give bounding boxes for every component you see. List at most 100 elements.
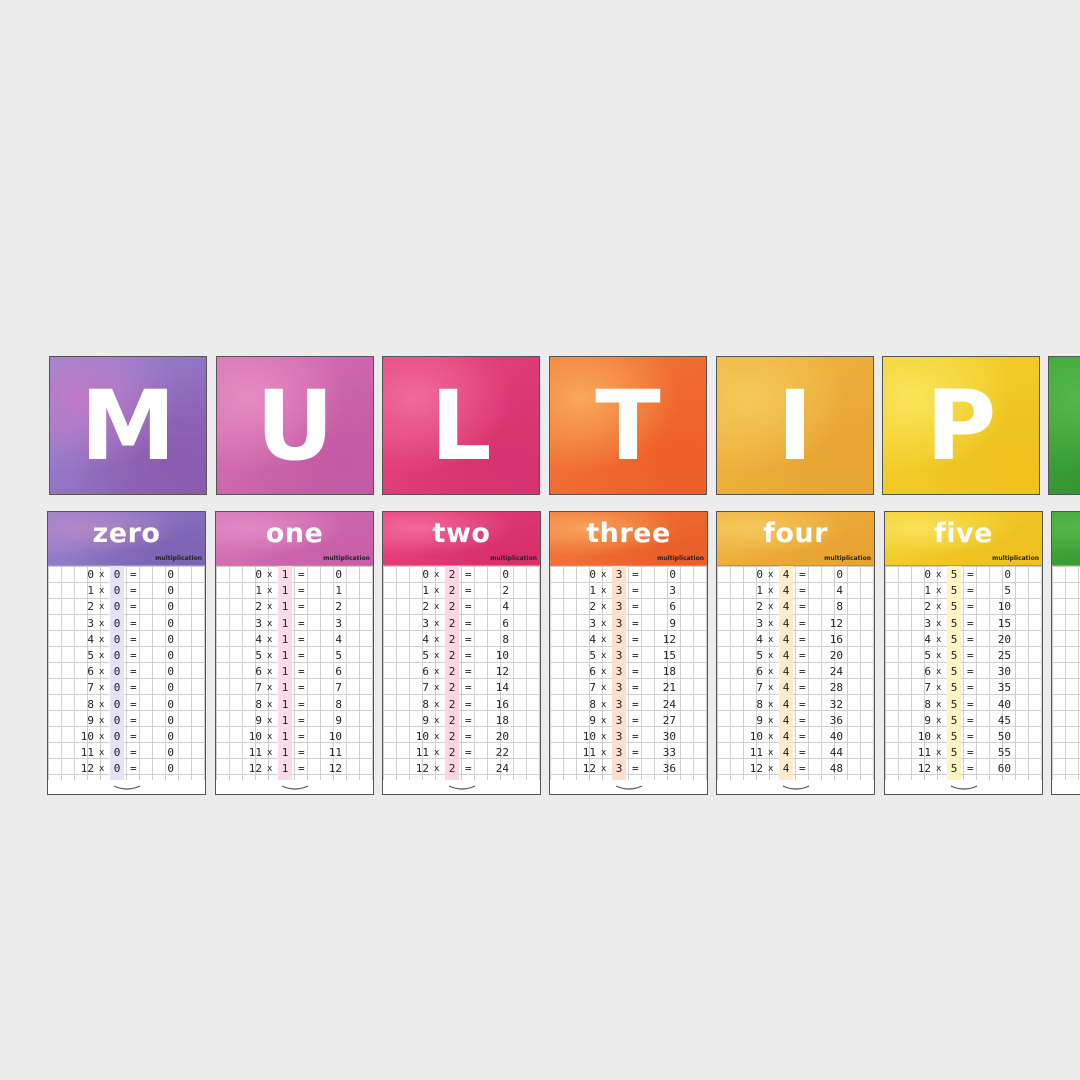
equals-sign: =	[298, 632, 305, 646]
times-sign: x	[99, 699, 105, 710]
row-product: 20	[997, 632, 1011, 646]
letter-tile: L	[382, 356, 540, 495]
row-product: 0	[669, 568, 676, 581]
equals-sign: =	[130, 730, 137, 743]
equals-sign: =	[799, 713, 806, 727]
row-product: 32	[829, 697, 843, 711]
equals-sign: =	[465, 632, 472, 646]
times-sign: x	[99, 651, 105, 661]
row-product: 45	[997, 713, 1011, 727]
row-product: 0	[1004, 568, 1011, 581]
table-row: 6 x 3 = 18	[550, 664, 707, 680]
table-row: 12 x 2 = 24	[383, 761, 540, 777]
row-factor: 5	[950, 730, 958, 743]
table-row: 6 x 4 = 24	[717, 664, 874, 680]
row-factor: 3	[615, 713, 623, 727]
card-subtitle: multiplication	[490, 555, 537, 562]
row-multiplier: 0	[756, 568, 763, 581]
row-product: 0	[167, 616, 174, 630]
row-multiplier: 12	[917, 762, 931, 776]
row-multiplier: 7	[422, 681, 429, 695]
equals-sign: =	[632, 632, 639, 646]
table-row: 7 x 4 = 28	[717, 680, 874, 696]
row-multiplier: 2	[589, 600, 596, 614]
equals-sign: =	[465, 568, 472, 581]
row-factor: 3	[615, 616, 623, 630]
equals-sign: =	[298, 568, 305, 581]
row-product: 0	[167, 649, 174, 662]
times-sign: x	[936, 699, 942, 710]
row-multiplier: 9	[589, 713, 596, 727]
equals-sign: =	[799, 681, 806, 695]
row-multiplier: 6	[756, 665, 763, 679]
times-sign: x	[936, 667, 942, 678]
factor-highlight-column	[445, 566, 459, 780]
times-sign: x	[434, 618, 440, 629]
row-factor: 1	[281, 649, 289, 662]
table-row: 3 x 3 = 9	[550, 616, 707, 632]
letter-glyph: I	[777, 369, 813, 482]
row-product: 28	[829, 681, 843, 695]
times-sign: x	[936, 570, 942, 580]
factor-highlight-column	[612, 566, 626, 780]
row-factor: 3	[615, 681, 623, 695]
row-product: 0	[167, 600, 174, 614]
equals-sign: =	[130, 616, 137, 630]
swoosh-decoration-icon	[615, 785, 643, 790]
row-multiplier: 9	[87, 713, 94, 727]
equals-sign: =	[130, 762, 137, 776]
equals-sign: =	[298, 649, 305, 662]
row-product: 4	[836, 584, 843, 598]
row-factor: 4	[782, 568, 790, 581]
table-row: 9 x 0 = 0	[48, 713, 205, 729]
times-sign: x	[601, 748, 607, 759]
row-factor: 1	[281, 584, 289, 598]
table-row: 5 x 5 = 25	[885, 648, 1042, 664]
row-product: 9	[335, 713, 342, 727]
equals-sign: =	[465, 600, 472, 614]
table-row: 7 x 2 = 14	[383, 680, 540, 696]
times-sign: x	[601, 699, 607, 710]
times-sign: x	[267, 699, 273, 710]
times-sign: x	[768, 634, 774, 645]
times-sign: x	[936, 683, 942, 694]
table-row: 3 x 5 = 15	[885, 616, 1042, 632]
equals-sign: =	[130, 584, 137, 598]
table-row: 3 x 0 = 0	[48, 616, 205, 632]
row-factor: 3	[615, 746, 623, 760]
row-product: 0	[167, 584, 174, 598]
table-row: 2 x 4 = 8	[717, 599, 874, 615]
table-row: 9 x 4 = 36	[717, 713, 874, 729]
row-multiplier: 4	[756, 632, 763, 646]
row-factor: 3	[615, 762, 623, 776]
equals-sign: =	[967, 600, 974, 614]
row-factor: 5	[950, 568, 958, 581]
table-row: 0 x 5 = 0	[885, 567, 1042, 583]
times-table-card: zero multiplication 0 x 0 = 0 1 x 0 = 0 2 x 0 = 0 3 x 0 = 0 4 x…	[47, 511, 206, 795]
card-header: three multiplication	[550, 512, 707, 566]
table-row: 0 x 4 = 0	[717, 567, 874, 583]
equals-sign: =	[298, 600, 305, 614]
times-sign: x	[267, 634, 273, 645]
times-sign: x	[99, 570, 105, 580]
row-product: 12	[495, 665, 509, 679]
row-factor: 2	[448, 600, 456, 614]
times-sign: x	[601, 732, 607, 742]
row-factor: 5	[950, 632, 958, 646]
letter-tile: U	[216, 356, 374, 495]
table-row: 4 x 3 = 12	[550, 632, 707, 648]
row-multiplier: 10	[917, 730, 931, 743]
times-sign: x	[434, 732, 440, 742]
row-factor: 2	[448, 568, 456, 581]
row-multiplier: 7	[255, 681, 262, 695]
row-product: 3	[335, 616, 342, 630]
row-product: 25	[997, 649, 1011, 662]
row-factor: 4	[782, 632, 790, 646]
row-product: 0	[335, 568, 342, 581]
row-factor: 5	[950, 665, 958, 679]
row-factor: 4	[782, 730, 790, 743]
row-multiplier: 8	[589, 697, 596, 711]
row-product: 8	[335, 697, 342, 711]
row-factor: 4	[782, 746, 790, 760]
times-sign: x	[601, 570, 607, 580]
